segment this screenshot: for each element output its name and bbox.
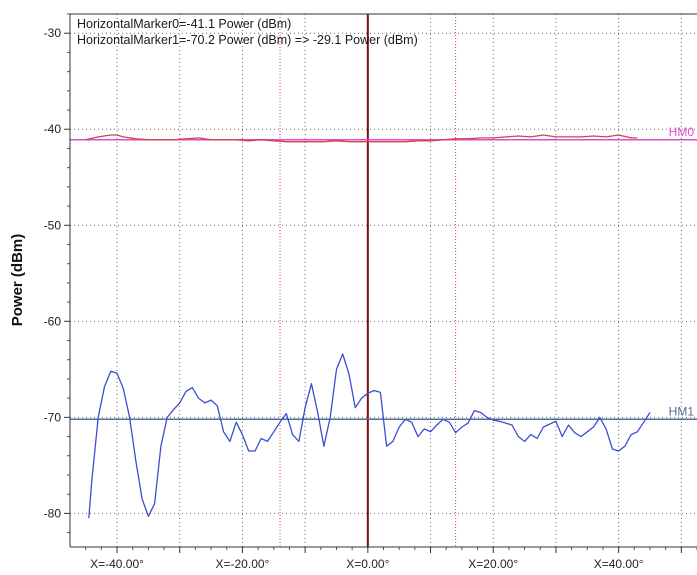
y-tick-label: -80: [44, 506, 62, 520]
y-tick-label: -70: [44, 410, 62, 424]
x-tick-label: X=-40.00°: [90, 557, 144, 571]
x-tick-label: X=-20.00°: [216, 557, 270, 571]
vertical-markers: [279, 14, 457, 547]
axes: [64, 13, 697, 553]
y-tick-labels: -30 -40 -50 -60 -70 -80: [44, 26, 62, 520]
annotation-box: HorizontalMarker0=-41.1 Power (dBm) Hori…: [77, 17, 418, 47]
y-tick-label: -60: [44, 314, 62, 328]
marker-label-hm0: HM0: [669, 125, 695, 139]
marker-label-hm1: HM1: [669, 404, 695, 418]
horizontal-marker-labels: HM0 HM1: [669, 125, 695, 418]
y-tick-label: -50: [44, 218, 62, 232]
x-tick-label: X=20.00°: [468, 557, 518, 571]
x-tick-label: X=40.00°: [594, 557, 644, 571]
plot-area: [70, 14, 697, 547]
series-group: [85, 134, 651, 519]
annotation-line-2: HorizontalMarker1=-70.2 Power (dBm) => -…: [77, 33, 418, 47]
y-tick-label: -40: [44, 122, 62, 136]
series-line-1: [88, 353, 651, 519]
annotation-line-1: HorizontalMarker0=-41.1 Power (dBm): [77, 17, 291, 31]
y-tick-label: -30: [44, 26, 62, 40]
y-axis-label: Power (dBm): [9, 234, 26, 327]
x-tick-labels: X=-40.00° X=-20.00° X=0.00° X=20.00° X=40.00…: [90, 557, 644, 571]
x-tick-label: X=0.00°: [346, 557, 389, 571]
series-line-0: [85, 134, 638, 143]
